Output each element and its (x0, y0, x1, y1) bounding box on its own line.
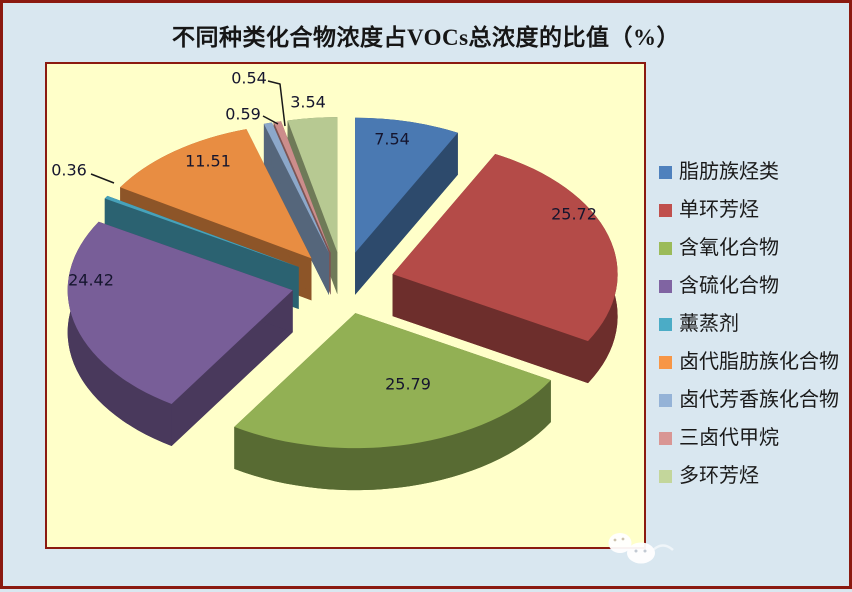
legend-item: 薰蒸剂 (659, 305, 839, 343)
legend-swatch (659, 355, 672, 369)
watermark-swoosh (652, 544, 674, 551)
legend-swatch (659, 165, 672, 179)
legend-swatch (659, 279, 672, 293)
legend-item: 含硫化合物 (659, 267, 839, 305)
legend-swatch (659, 317, 672, 331)
legend-label: 卤代脂肪族化合物 (679, 351, 839, 373)
legend-label: 含氧化合物 (679, 237, 779, 259)
legend-swatch (659, 431, 672, 445)
legend-swatch (659, 241, 672, 255)
plot-area (45, 62, 646, 549)
legend-label: 多环芳烃 (679, 465, 759, 487)
legend-item: 三卤代甲烷 (659, 419, 839, 457)
legend-item: 单环芳烃 (659, 191, 839, 229)
legend-item: 多环芳烃 (659, 457, 839, 495)
legend-label: 薰蒸剂 (679, 313, 739, 335)
legend-label: 卤代芳香族化合物 (679, 389, 839, 411)
legend-label: 单环芳烃 (679, 199, 759, 221)
legend-label: 三卤代甲烷 (679, 427, 779, 449)
legend-swatch (659, 393, 672, 407)
legend: 脂肪族烃类单环芳烃含氧化合物含硫化合物薰蒸剂卤代脂肪族化合物 卤代芳香族化合物 三卤… (659, 153, 839, 495)
chart-title: 不同种类化合物浓度占VOCs总浓度的比值（%） (171, 25, 681, 50)
legend-item: 卤代脂肪族化合物 (659, 343, 839, 381)
legend-item: 含氧化合物 (659, 229, 839, 267)
legend-label: 脂肪族烃类 (679, 161, 779, 183)
legend-swatch (659, 203, 672, 217)
watermark-dot (634, 549, 638, 553)
legend-label: 含硫化合物 (679, 275, 779, 297)
legend-item: 卤代芳香族化合物 (659, 381, 839, 419)
legend-swatch (659, 469, 672, 483)
watermark-dot (643, 549, 647, 553)
legend-item: 脂肪族烃类 (659, 153, 839, 191)
